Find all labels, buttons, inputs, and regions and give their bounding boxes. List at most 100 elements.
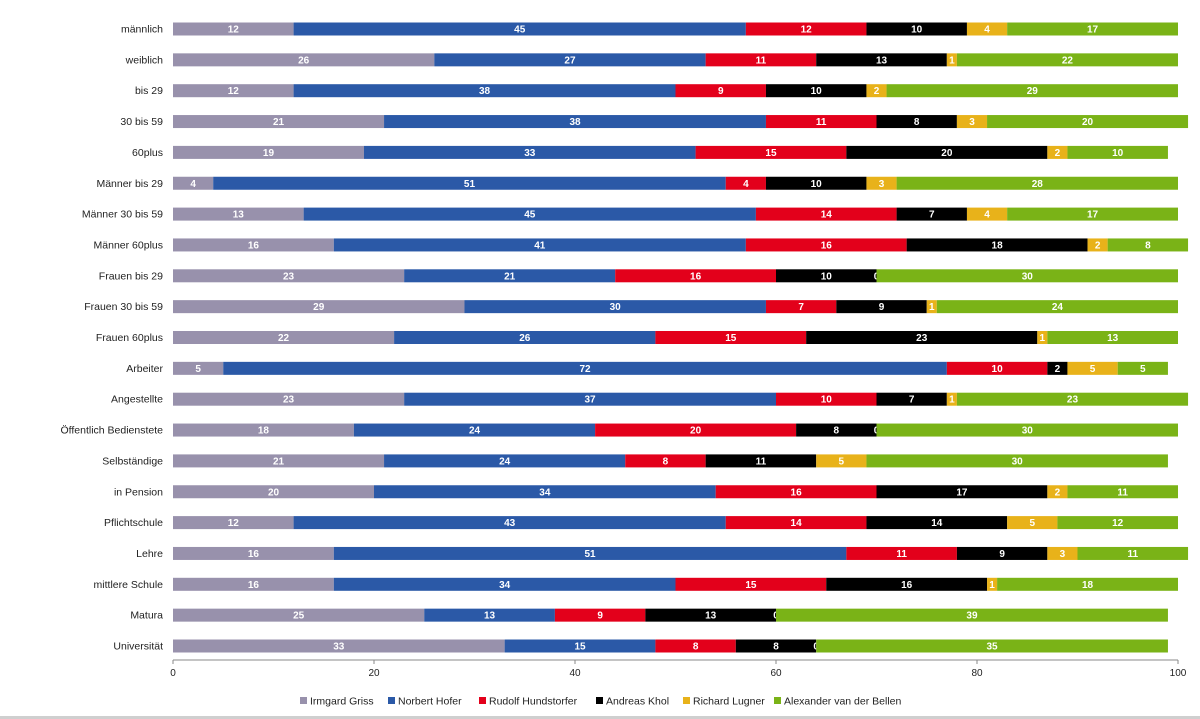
category-label: weiblich: [125, 54, 164, 66]
bar-segment-irmgard-griss: [173, 485, 374, 499]
bar-segment-norbert-hofer: [404, 269, 616, 283]
data-label: 10: [1112, 148, 1124, 159]
bar-segment-norbert-hofer: [374, 485, 716, 499]
data-label: 29: [1027, 86, 1039, 97]
data-label: 8: [693, 642, 699, 653]
bar-segment-rudolf-hundstorfer: [745, 238, 907, 252]
data-label: 18: [992, 240, 1004, 251]
data-label: 16: [248, 240, 260, 251]
bar-segment-andreas-khol: [866, 22, 967, 36]
bar-segment-alexander-van-der-bellen: [956, 53, 1178, 67]
data-label: 30: [1012, 456, 1024, 467]
data-label: 5: [1140, 364, 1146, 375]
category-label: Matura: [130, 610, 163, 622]
data-label: 12: [801, 25, 813, 36]
data-label: 8: [914, 117, 920, 128]
bar-segment-norbert-hofer: [384, 454, 626, 468]
bar-segment-alexander-van-der-bellen: [776, 608, 1168, 622]
bar-segment-rudolf-hundstorfer: [725, 516, 867, 530]
bar-segment-andreas-khol: [806, 331, 1038, 344]
data-label: 16: [690, 271, 702, 282]
data-label: 20: [1082, 117, 1094, 128]
bar-segment-alexander-van-der-bellen: [936, 300, 1178, 314]
data-label: 10: [821, 271, 833, 282]
bar-segment-alexander-van-der-bellen: [876, 423, 1178, 437]
data-label: 2: [1055, 487, 1061, 498]
data-label: 20: [268, 487, 280, 498]
x-tick-label: 0: [170, 668, 176, 679]
category-label: in Pension: [114, 486, 163, 498]
data-label: 3: [1060, 549, 1066, 560]
bar-segment-irmgard-griss: [173, 454, 385, 468]
data-label: 17: [956, 487, 968, 498]
data-label: 1: [929, 302, 935, 313]
data-label: 15: [725, 333, 737, 344]
bar-segment-irmgard-griss: [173, 546, 334, 560]
data-label: 38: [479, 86, 491, 97]
category-label: Frauen bis 29: [99, 270, 163, 282]
data-label: 16: [791, 487, 803, 498]
data-label: 24: [469, 426, 481, 437]
bar-segment-andreas-khol: [846, 145, 1048, 159]
data-label: 10: [821, 395, 833, 406]
category-label: Frauen 30 bis 59: [84, 301, 163, 313]
category-label: Selbständige: [102, 455, 163, 467]
legend-label: Rudolf Hundstorfer: [489, 696, 578, 708]
data-label: 4: [743, 179, 749, 190]
data-label: 21: [273, 117, 285, 128]
bar-segment-norbert-hofer: [293, 22, 746, 36]
bar-segment-andreas-khol: [705, 454, 817, 468]
bar-segment-norbert-hofer: [213, 176, 726, 190]
data-label: 5: [839, 456, 845, 467]
data-label: 15: [574, 642, 586, 653]
bar-segment-rudolf-hundstorfer: [554, 608, 646, 622]
bar-segment-irmgard-griss: [173, 608, 425, 622]
data-label: 41: [534, 240, 546, 251]
data-label: 12: [228, 25, 240, 36]
bar-segment-irmgard-griss: [173, 115, 385, 129]
bar-segment-norbert-hofer: [293, 516, 726, 530]
data-label: 8: [834, 426, 840, 437]
bar-segment-richard-lugner: [946, 53, 957, 67]
data-label: 29: [313, 302, 325, 313]
bar-segment-richard-lugner: [966, 22, 1008, 36]
data-label: 10: [911, 25, 923, 36]
bar-segment-andreas-khol: [765, 84, 867, 98]
bar-segment-norbert-hofer: [293, 84, 676, 98]
bar-segment-richard-lugner: [946, 392, 957, 406]
data-label: 13: [484, 611, 496, 622]
category-label: 30 bis 59: [120, 116, 163, 128]
legend-swatch-alexander-van-der-bellen: [774, 697, 781, 704]
bar-segment-alexander-van-der-bellen: [876, 269, 1178, 283]
data-label: 8: [773, 642, 779, 653]
category-label: mittlere Schule: [94, 579, 164, 591]
bar-segment-rudolf-hundstorfer: [705, 53, 817, 67]
x-axis: 0 20 40 60 80 100: [170, 659, 1187, 679]
data-label: 34: [539, 487, 551, 498]
data-label: 30: [1022, 426, 1034, 437]
legend-swatch-rudolf-hundstorfer: [479, 697, 486, 704]
data-label: 5: [1090, 364, 1096, 375]
bar-segment-richard-lugner: [966, 207, 1008, 221]
bar-segment-rudolf-hundstorfer: [755, 207, 897, 221]
bar-segment-rudolf-hundstorfer: [776, 392, 877, 406]
bar-segment-norbert-hofer: [504, 639, 656, 653]
data-label: 23: [916, 333, 928, 344]
data-label: 22: [278, 333, 290, 344]
bar-segment-norbert-hofer: [404, 392, 776, 406]
category-label: bis 29: [135, 85, 163, 97]
bar-segment-norbert-hofer: [434, 53, 706, 67]
bar-segment-irmgard-griss: [173, 207, 304, 221]
bar-segment-richard-lugner: [1047, 145, 1068, 159]
bar-segment-andreas-khol: [776, 269, 877, 283]
bar-segment-alexander-van-der-bellen: [1057, 516, 1178, 530]
data-label: 7: [929, 210, 935, 221]
x-tick-label: 20: [368, 668, 380, 679]
bar-segment-andreas-khol: [866, 516, 1008, 530]
data-label: 21: [504, 271, 516, 282]
bar-segment-rudolf-hundstorfer: [725, 176, 766, 190]
data-label: 14: [791, 518, 803, 529]
x-tick-label: 100: [1170, 668, 1187, 679]
bar-segment-andreas-khol: [816, 53, 947, 67]
